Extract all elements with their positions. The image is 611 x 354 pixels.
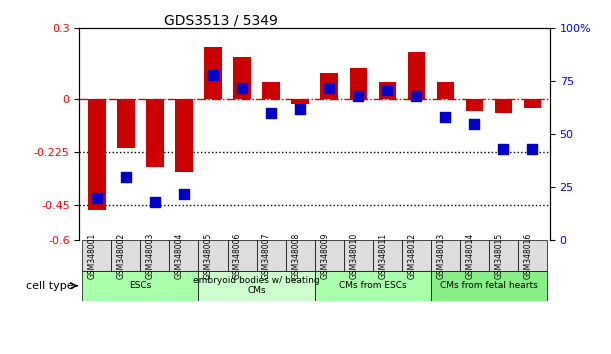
Point [237, 85, 247, 91]
FancyBboxPatch shape [315, 270, 431, 301]
Bar [204, 47, 222, 99]
Text: GSM348004: GSM348004 [175, 232, 184, 279]
FancyBboxPatch shape [285, 240, 315, 270]
Text: GSM348014: GSM348014 [466, 232, 474, 279]
Bar [146, 99, 164, 167]
Bar [233, 57, 251, 99]
Text: ESCs: ESCs [130, 281, 152, 290]
Bar [291, 99, 309, 104]
Text: cell type: cell type [26, 281, 73, 291]
Point [441, 115, 450, 120]
Bar [495, 99, 512, 113]
Bar [466, 99, 483, 111]
FancyBboxPatch shape [82, 270, 199, 301]
Point [469, 121, 479, 126]
FancyBboxPatch shape [373, 240, 402, 270]
FancyBboxPatch shape [169, 240, 199, 270]
FancyBboxPatch shape [315, 240, 344, 270]
FancyBboxPatch shape [199, 240, 227, 270]
Point [150, 199, 160, 205]
FancyBboxPatch shape [82, 240, 111, 270]
Point [527, 146, 537, 152]
Point [382, 87, 392, 93]
FancyBboxPatch shape [141, 240, 169, 270]
Bar [408, 52, 425, 99]
FancyBboxPatch shape [431, 240, 460, 270]
Point [92, 195, 102, 201]
Point [266, 110, 276, 116]
Bar [262, 82, 280, 99]
Text: GSM348010: GSM348010 [349, 232, 358, 279]
Text: GSM348012: GSM348012 [408, 233, 416, 279]
Bar [437, 82, 454, 99]
Text: GSM348003: GSM348003 [146, 232, 155, 279]
Text: embryoid bodies w/ beating
CMs: embryoid bodies w/ beating CMs [193, 276, 320, 296]
Point [179, 191, 189, 196]
Text: GSM348002: GSM348002 [117, 232, 126, 279]
Text: GDS3513 / 5349: GDS3513 / 5349 [164, 13, 278, 27]
FancyBboxPatch shape [111, 240, 141, 270]
Text: GSM348001: GSM348001 [88, 232, 97, 279]
Bar [524, 99, 541, 108]
FancyBboxPatch shape [227, 240, 257, 270]
Text: GSM348008: GSM348008 [291, 232, 300, 279]
Text: GSM348016: GSM348016 [524, 232, 532, 279]
Point [324, 85, 334, 91]
FancyBboxPatch shape [431, 270, 547, 301]
Point [208, 72, 218, 78]
Bar [117, 99, 134, 148]
FancyBboxPatch shape [199, 270, 315, 301]
Point [121, 174, 131, 179]
Point [411, 93, 421, 99]
FancyBboxPatch shape [460, 240, 489, 270]
Point [353, 93, 363, 99]
Point [499, 146, 508, 152]
Bar [321, 73, 338, 99]
FancyBboxPatch shape [518, 240, 547, 270]
Text: GSM348009: GSM348009 [320, 232, 329, 279]
Bar [379, 82, 396, 99]
FancyBboxPatch shape [344, 240, 373, 270]
FancyBboxPatch shape [402, 240, 431, 270]
Text: GSM348005: GSM348005 [204, 232, 213, 279]
Bar [88, 99, 106, 210]
Point [295, 106, 305, 112]
Bar [349, 68, 367, 99]
Text: GSM348011: GSM348011 [378, 233, 387, 279]
Text: GSM348006: GSM348006 [233, 232, 242, 279]
Text: CMs from ESCs: CMs from ESCs [339, 281, 406, 290]
FancyBboxPatch shape [257, 240, 285, 270]
FancyBboxPatch shape [489, 240, 518, 270]
Bar [175, 99, 192, 172]
Text: GSM348015: GSM348015 [494, 232, 503, 279]
Text: GSM348007: GSM348007 [262, 232, 271, 279]
Text: GSM348013: GSM348013 [436, 232, 445, 279]
Text: CMs from fetal hearts: CMs from fetal hearts [440, 281, 538, 290]
